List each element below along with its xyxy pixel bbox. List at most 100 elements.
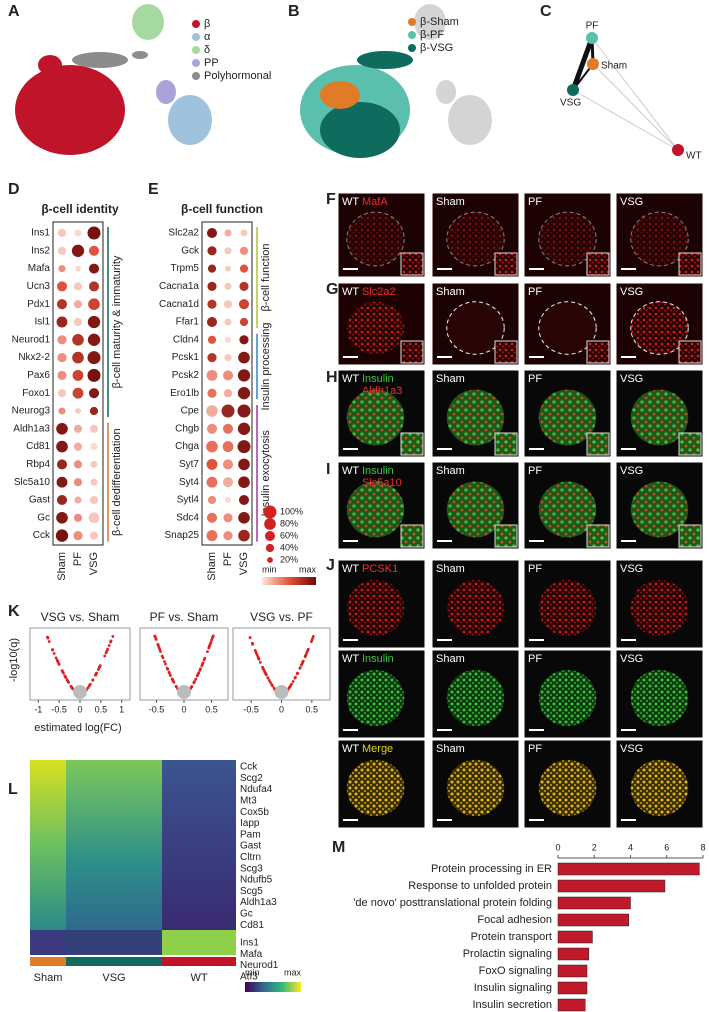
- legend-label: δ: [204, 44, 210, 56]
- heatmap-colorbar: [245, 982, 301, 992]
- islet: [346, 301, 405, 355]
- size-legend-dot: [264, 518, 276, 530]
- panel-label: H: [326, 369, 338, 386]
- volcano-point: [198, 668, 202, 672]
- dot: [90, 478, 98, 486]
- x-tick-label: 0: [555, 842, 560, 852]
- volcano-point: [258, 660, 262, 664]
- dot: [206, 369, 218, 381]
- volcano-point: [94, 673, 97, 677]
- dot: [56, 440, 68, 453]
- legend-label: β-VSG: [420, 42, 453, 54]
- category-label: Insulin secretion: [473, 999, 553, 1011]
- dot: [73, 442, 83, 451]
- legend-swatch: [408, 44, 416, 52]
- micrograph-group: VSG: [620, 465, 643, 477]
- size-legend-dot: [265, 543, 275, 553]
- volcano-point: [170, 677, 174, 681]
- dot: [222, 370, 234, 381]
- islet: [630, 301, 689, 355]
- islet: [630, 211, 689, 267]
- dot: [239, 281, 249, 291]
- dotplot-title: β-cell identity: [41, 202, 119, 216]
- volcano-point: [61, 670, 65, 674]
- dot: [87, 315, 101, 329]
- colorbar-min: min: [245, 967, 260, 977]
- size-legend-dot: [264, 530, 276, 542]
- dot: [237, 369, 251, 382]
- volcano-point: [105, 649, 109, 653]
- islet: [446, 211, 505, 267]
- dot: [87, 226, 101, 240]
- dot: [239, 335, 249, 345]
- micrograph-group: PF: [528, 743, 542, 755]
- dot: [223, 389, 233, 398]
- inset: [586, 524, 610, 548]
- x-tick-label: -1: [34, 704, 42, 714]
- category-label: Response to unfolded protein: [408, 880, 552, 892]
- legend-swatch: [192, 20, 200, 28]
- panel-label: A: [8, 3, 20, 20]
- category-label: 'de novo' posttranslational protein fold…: [353, 897, 552, 909]
- group-label: PF: [72, 552, 84, 566]
- dot: [207, 335, 217, 344]
- dot: [224, 354, 232, 362]
- volcano-point: [163, 660, 166, 664]
- gene-label: Neurog3: [12, 406, 51, 417]
- x-tick-label: -0.5: [51, 704, 67, 714]
- islet: [446, 579, 505, 637]
- annotation-label: Insulin exocytosis: [260, 430, 272, 517]
- bar: [557, 998, 586, 1012]
- dot: [56, 422, 68, 435]
- dot: [75, 408, 81, 414]
- volcano-point: [91, 678, 95, 682]
- group-bar: [66, 957, 162, 966]
- bar: [557, 896, 631, 910]
- x-tick-label: 1: [119, 704, 124, 714]
- gene-label: Ero1lb: [170, 388, 199, 399]
- inset: [678, 524, 702, 548]
- channel-label: Insulin: [362, 465, 394, 477]
- network: [567, 32, 684, 156]
- node-label: WT: [686, 151, 702, 162]
- volcano-point: [201, 661, 205, 665]
- volcano-point: [289, 684, 293, 687]
- micrograph-group: Sham: [436, 196, 465, 208]
- micrograph-group: VSG: [620, 743, 643, 755]
- dot: [207, 388, 217, 398]
- heatmap-gene: Scg5: [240, 886, 263, 897]
- heatmap-block: [30, 760, 66, 930]
- volcano-point: [98, 665, 102, 669]
- islet: [538, 669, 597, 727]
- legend-label: β-PF: [420, 29, 444, 41]
- volcano-point: [168, 671, 171, 675]
- dot: [225, 336, 231, 343]
- islet: [446, 669, 505, 727]
- dot: [206, 227, 218, 239]
- x-tick-label: 4: [628, 842, 633, 852]
- dot: [238, 511, 250, 524]
- gene-label: Gck: [181, 245, 200, 256]
- inset: [586, 432, 610, 456]
- inset: [678, 340, 702, 364]
- panel-label: K: [8, 603, 20, 620]
- heatmap-gene: Cltrn: [240, 852, 261, 863]
- volcano-point: [271, 684, 275, 688]
- volcano-point: [203, 656, 207, 660]
- size-legend-label: 40%: [280, 542, 298, 552]
- heatmap-gene: Atf3: [240, 972, 258, 983]
- inset: [400, 340, 424, 364]
- x-tick-label: 0: [77, 704, 82, 714]
- islet: [538, 389, 597, 446]
- gene-label: Mafa: [28, 263, 51, 274]
- heatmap-gene: Ndufa4: [240, 784, 273, 795]
- micrograph-group: PF: [528, 653, 542, 665]
- dot: [224, 229, 232, 237]
- islet: [446, 389, 505, 446]
- group-bar: [30, 957, 66, 966]
- channel-label: Merge: [362, 743, 393, 755]
- volcano-point: [54, 656, 58, 660]
- dot: [56, 476, 68, 488]
- dot: [206, 512, 218, 523]
